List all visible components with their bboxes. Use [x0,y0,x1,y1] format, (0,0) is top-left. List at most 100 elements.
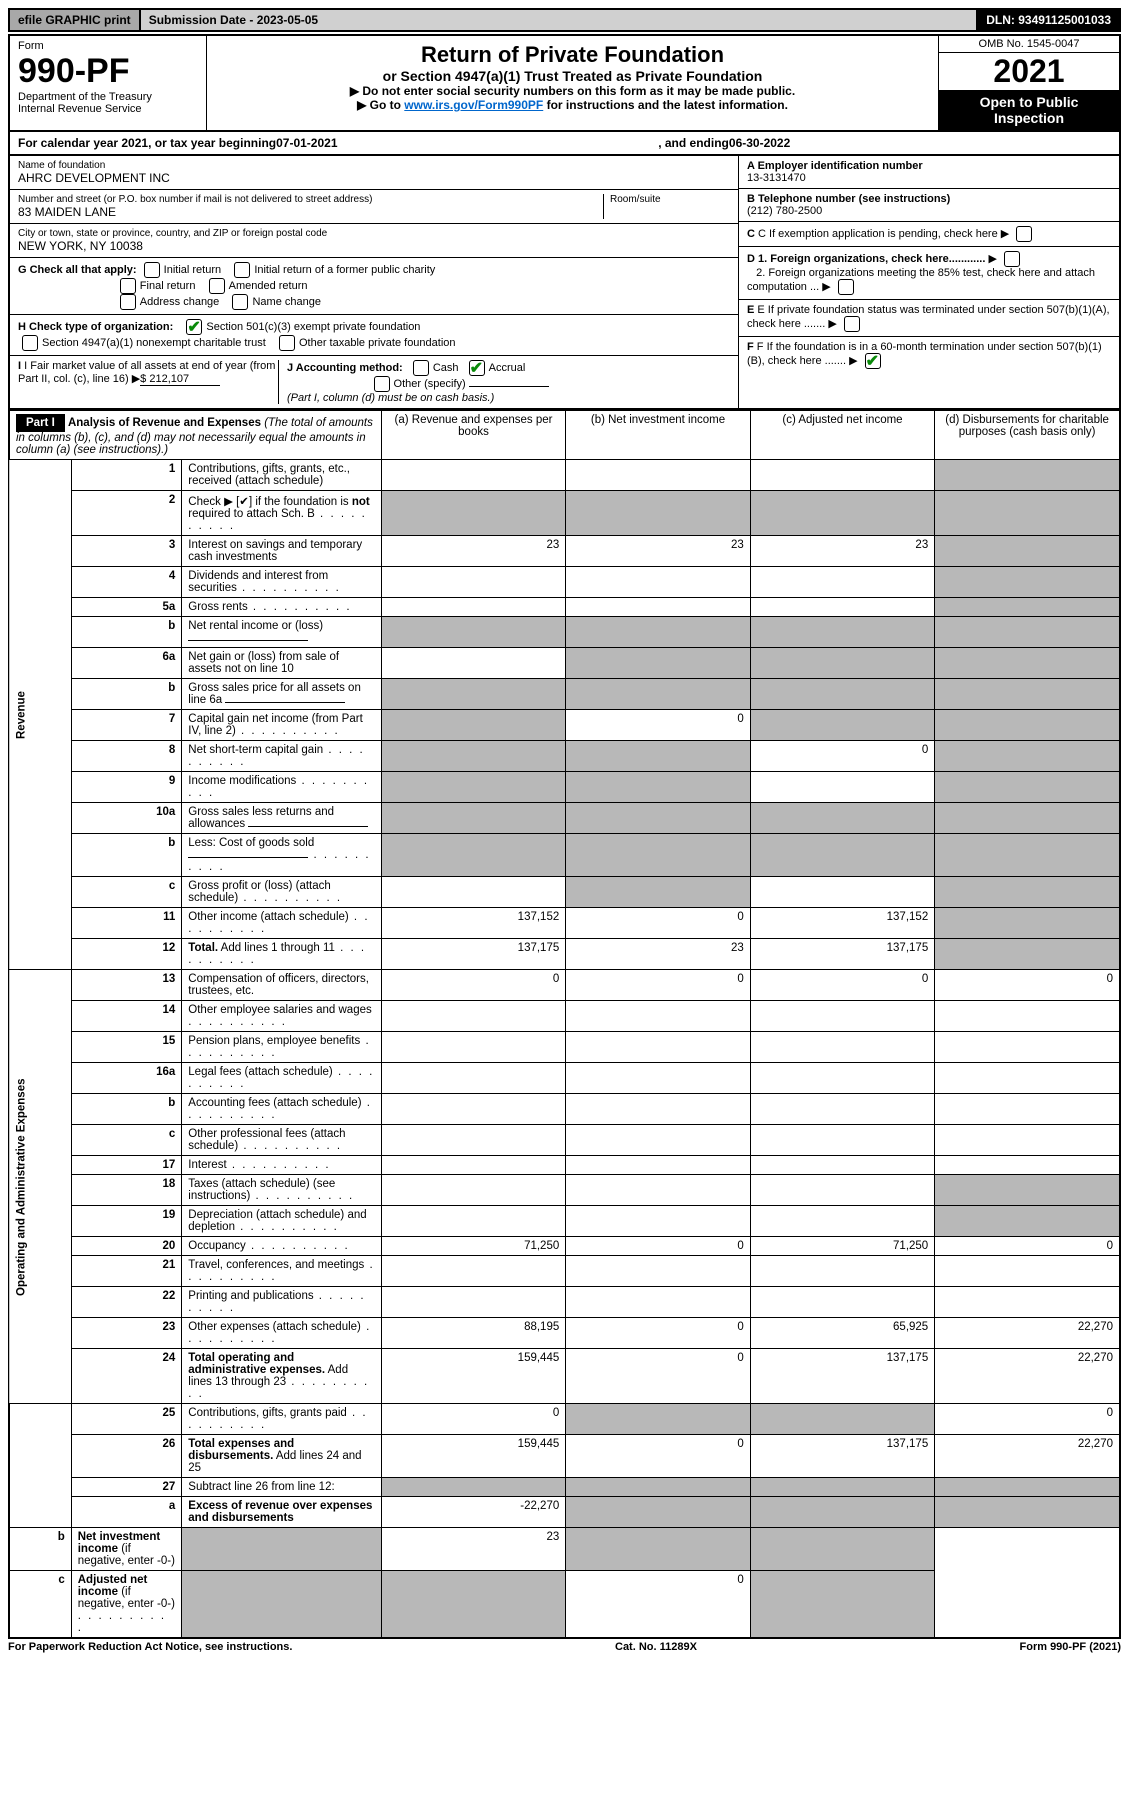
cell-value [935,617,1120,648]
cell-value: 23 [566,939,750,970]
cell-value: 71,250 [750,1237,934,1256]
cell-value [381,1206,565,1237]
cell-value [750,598,934,617]
table-row: bLess: Cost of goods sold [9,834,1120,877]
line-desc: Check ▶ [✔] if the foundation is not req… [182,491,381,536]
checkbox-address[interactable] [120,294,136,310]
col-c: (c) Adjusted net income [750,411,934,460]
cell-value [750,710,934,741]
cell-value [381,679,565,710]
cell-value [750,803,934,834]
cell-value: 0 [566,908,750,939]
checkbox-other-method[interactable] [374,376,390,392]
checkbox-initial-former[interactable] [234,262,250,278]
checkbox-name[interactable] [232,294,248,310]
checkbox-c[interactable] [1016,226,1032,242]
cell-value [566,598,750,617]
dept-label: Department of the Treasury [18,91,198,103]
line-desc: Depreciation (attach schedule) and deple… [182,1206,381,1237]
cell-value [381,1175,565,1206]
line-number: 26 [71,1435,182,1478]
cell-value [566,460,750,491]
street-address: 83 MAIDEN LANE [18,205,603,219]
cell-value [935,1063,1120,1094]
cell-value [935,567,1120,598]
table-row: 8Net short-term capital gain0 [9,741,1120,772]
cell-value: 0 [566,1237,750,1256]
cell-value [381,877,565,908]
cell-value [750,1256,934,1287]
checkbox-4947[interactable] [22,335,38,351]
cell-value [566,1206,750,1237]
table-row: 2Check ▶ [✔] if the foundation is not re… [9,491,1120,536]
line-desc: Subtract line 26 from line 12: [182,1478,381,1497]
cell-value [935,1287,1120,1318]
entity-info: Name of foundation AHRC DEVELOPMENT INC … [8,156,1121,410]
checkbox-501c3[interactable] [186,319,202,335]
checkbox-accrual[interactable] [469,360,485,376]
line-desc: Printing and publications [182,1287,381,1318]
part1-label: Part I [16,414,65,432]
table-row: 18Taxes (attach schedule) (see instructi… [9,1175,1120,1206]
line-desc: Gross rents [182,598,381,617]
cell-value [381,772,565,803]
cell-value: 22,270 [935,1349,1120,1404]
line-number: c [9,1571,71,1639]
line-desc: Less: Cost of goods sold [182,834,381,877]
line-desc: Total operating and administrative expen… [182,1349,381,1404]
cell-value [182,1528,381,1571]
checkbox-initial[interactable] [144,262,160,278]
cell-value [935,1125,1120,1156]
line-desc: Net gain or (loss) from sale of assets n… [182,648,381,679]
line-desc: Capital gain net income (from Part IV, l… [182,710,381,741]
checkbox-f[interactable] [865,353,881,369]
line-desc: Adjusted net income (if negative, enter … [71,1571,182,1639]
form-link[interactable]: www.irs.gov/Form990PF [404,98,543,112]
dln: DLN: 93491125001033 [978,10,1119,30]
year-end: 06-30-2022 [729,136,790,150]
cell-value [935,939,1120,970]
cell-value: 65,925 [750,1318,934,1349]
table-row: 19Depreciation (attach schedule) and dep… [9,1206,1120,1237]
col-d: (d) Disbursements for charitable purpose… [935,411,1120,460]
cell-value [566,679,750,710]
checkbox-final[interactable] [120,278,136,294]
line-number: 27 [71,1478,182,1497]
line-desc: Travel, conferences, and meetings [182,1256,381,1287]
name-label: Name of foundation [18,160,730,171]
checkbox-cash[interactable] [413,360,429,376]
table-row: 12Total. Add lines 1 through 11137,17523… [9,939,1120,970]
irs-label: Internal Revenue Service [18,103,198,115]
cell-value: 22,270 [935,1435,1120,1478]
table-row: 23Other expenses (attach schedule)88,195… [9,1318,1120,1349]
cell-value [750,1571,934,1639]
line-number: b [71,834,182,877]
form-number: 990-PF [18,52,198,91]
cell-value [935,772,1120,803]
line-number: 14 [71,1001,182,1032]
cell-value [566,567,750,598]
line-desc: Contributions, gifts, grants paid [182,1404,381,1435]
table-row: 10aGross sales less returns and allowanc… [9,803,1120,834]
checkbox-d1[interactable] [1004,251,1020,267]
table-row: cAdjusted net income (if negative, enter… [9,1571,1120,1639]
checkbox-other-tax[interactable] [279,335,295,351]
cell-value: 0 [381,1404,565,1435]
cell-value [935,741,1120,772]
line-desc: Total. Add lines 1 through 11 [182,939,381,970]
cell-value [935,1175,1120,1206]
room-label: Room/suite [610,194,730,205]
checkbox-d2[interactable] [838,279,854,295]
footer: For Paperwork Reduction Act Notice, see … [8,1639,1121,1653]
line-number: 16a [71,1063,182,1094]
cell-value [566,1094,750,1125]
cell-value [381,1125,565,1156]
line-number: 5a [71,598,182,617]
cell-value [750,460,934,491]
cell-value: 23 [381,536,565,567]
line-desc: Net short-term capital gain [182,741,381,772]
cell-value [935,1094,1120,1125]
checkbox-amended[interactable] [209,278,225,294]
checkbox-e[interactable] [844,316,860,332]
table-row: 6aNet gain or (loss) from sale of assets… [9,648,1120,679]
